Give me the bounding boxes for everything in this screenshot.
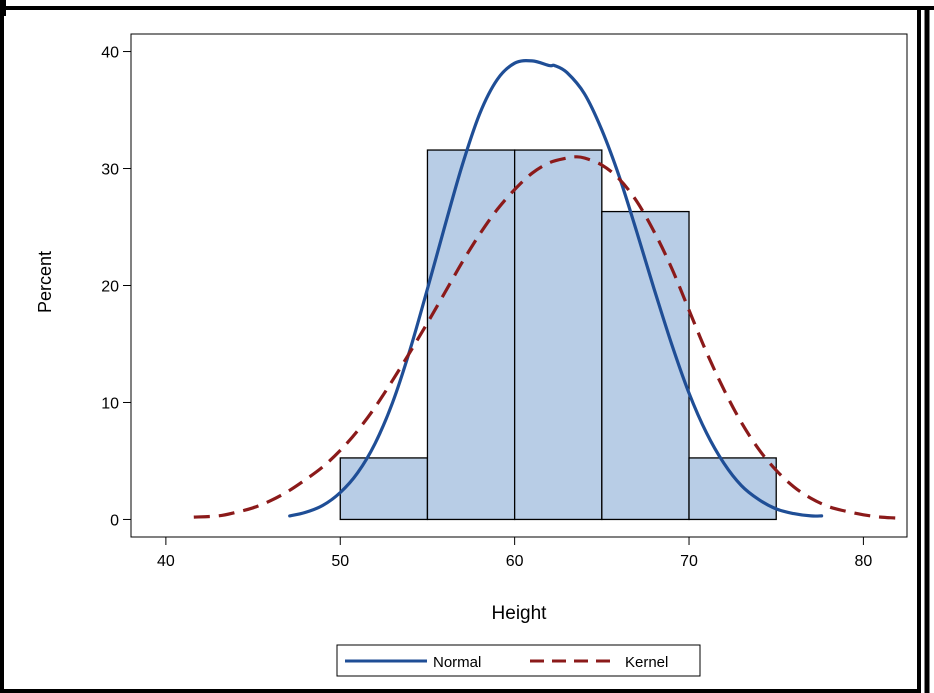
legend-normal-label: Normal [433,654,481,671]
y-axis: 0 10 20 30 40 [101,45,131,529]
histogram-bar-1 [426,149,516,521]
x-tick-label: 50 [331,553,349,570]
curve-kernel [193,155,902,520]
y-tick-label: 20 [101,279,119,296]
plot-area [130,33,908,538]
x-tick-label: 80 [855,553,873,570]
curve-normal [288,59,824,518]
y-tick-label: 30 [101,162,119,179]
x-tick-label: 60 [506,553,524,570]
y-axis-label: Percent [35,251,55,313]
y-tick-label: 10 [101,395,119,412]
histogram-bar-4 [688,457,777,521]
x-tick-label: 40 [157,553,175,570]
histogram-bar-2 [513,149,603,521]
legend: Normal Kernel [336,644,701,677]
y-tick-label: 0 [110,512,119,529]
histogram-bars [339,149,777,521]
histogram-bar-0 [339,457,429,521]
x-tick-label: 70 [680,553,698,570]
y-tick-label: 40 [101,45,119,62]
corner-mark [0,0,6,16]
x-axis: 40 50 60 70 80 [157,537,872,570]
legend-kernel-label: Kernel [625,654,668,671]
density-curves [193,59,902,520]
x-axis-label: Height [492,603,548,624]
